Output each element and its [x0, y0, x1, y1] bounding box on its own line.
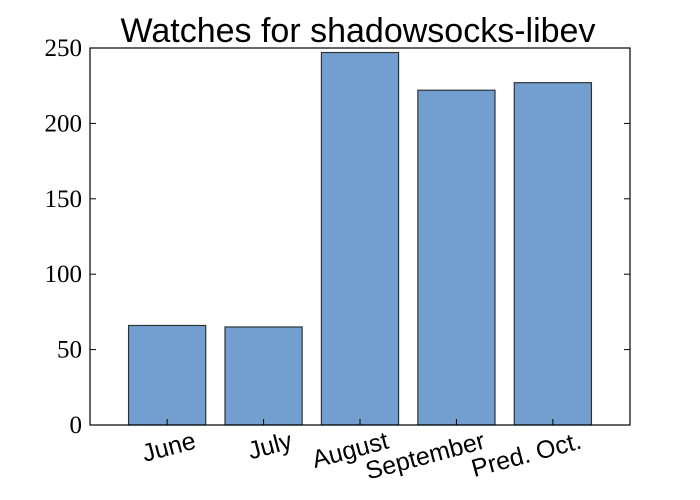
y-axis: 0 50 100 150 200 250	[45, 35, 630, 439]
bar-july	[224, 326, 303, 426]
chart-title: Watches for shadowsocks-libev	[121, 12, 596, 50]
x-tick-label-july: July	[245, 427, 296, 466]
bar-pred-oct	[513, 82, 593, 426]
y-tick-label-150: 150	[45, 186, 83, 213]
bar-june	[127, 324, 207, 426]
x-tick-label-june: June	[139, 427, 199, 468]
y-tick-label-50: 50	[57, 337, 82, 364]
bar-september	[417, 89, 496, 426]
y-tick-label-250: 250	[45, 35, 83, 62]
x-tick-label-pred-oct: Pred. Oct.	[468, 427, 584, 483]
y-tick-label-0: 0	[70, 412, 83, 439]
bar-august	[320, 51, 400, 426]
y-tick-label-100: 100	[45, 261, 83, 288]
y-tick-label-200: 200	[45, 110, 83, 137]
bars-group	[127, 51, 593, 426]
